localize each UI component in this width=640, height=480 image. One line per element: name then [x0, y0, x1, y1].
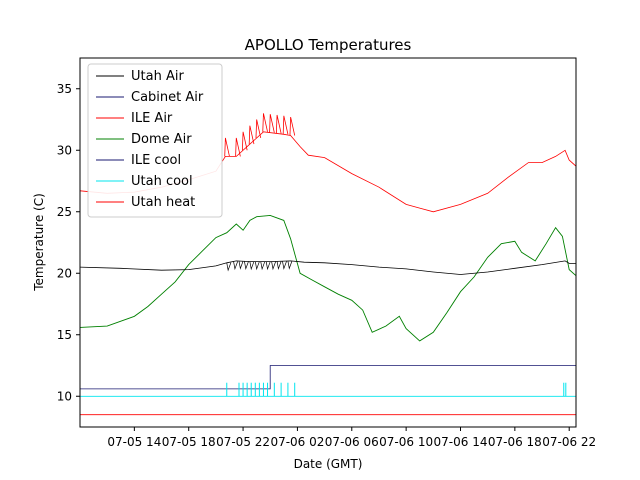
- y-tick-label: 35: [57, 82, 72, 96]
- utah-air-ripple: [282, 261, 287, 270]
- y-tick-label: 15: [57, 328, 72, 342]
- ile-air-spike: [224, 137, 230, 157]
- legend-label-utah-air: Utah Air: [131, 69, 184, 84]
- utah-air-ripple: [287, 260, 293, 270]
- y-tick-label: 25: [57, 205, 72, 219]
- x-tick-label: 07-05 22: [216, 435, 270, 449]
- utah-air-ripple: [249, 261, 255, 271]
- axes-frame: [79, 57, 577, 428]
- series-line-ile-cool: [80, 365, 576, 390]
- ile-air-spike: [275, 114, 282, 134]
- series-line-utah-air: [80, 260, 576, 275]
- utah-air-ripple: [254, 261, 260, 271]
- ile-air-spike: [289, 116, 296, 136]
- legend-label-utah-heat: Utah heat: [131, 195, 195, 210]
- utah-air-ripple: [265, 261, 271, 271]
- utah-air-ripple: [244, 261, 249, 271]
- series-line-dome-air: [80, 214, 576, 342]
- legend-label-ile-cool: ILE cool: [131, 153, 181, 168]
- x-tick-label: 07-06 02: [270, 435, 324, 449]
- chart-title: APOLLO Temperatures: [245, 36, 412, 54]
- legend-label-cabinet-air: Cabinet Air: [131, 90, 204, 105]
- utah-air-ripple: [233, 261, 238, 271]
- x-tick-label: 07-05 18: [162, 435, 216, 449]
- y-tick-label: 30: [57, 143, 72, 157]
- x-tick-label: 07-05 14: [107, 435, 161, 449]
- legend-box: [87, 63, 223, 218]
- x-tick-label: 07-06 22: [542, 435, 596, 449]
- legend: Utah Air Cabinet Air ILE Air Dome Air ILE co…: [87, 63, 223, 218]
- utah-air-ripple: [271, 261, 277, 271]
- legend-label-utah-cool: Utah cool: [131, 174, 193, 189]
- ile-air-spike: [282, 115, 289, 135]
- x-tick-label: 07-06 10: [379, 435, 433, 449]
- y-tick-label: 10: [57, 389, 72, 403]
- utah-air-ripple: [226, 262, 232, 272]
- utah-air-ripple: [276, 261, 282, 271]
- ile-air-spike: [241, 131, 248, 151]
- y-tick-label: 20: [57, 266, 72, 280]
- legend-label-dome-air: Dome Air: [131, 132, 192, 147]
- utah-air-ripple: [260, 261, 266, 271]
- x-axis-label: Date (GMT): [294, 457, 363, 471]
- x-tick-label: 07-06 14: [434, 435, 488, 449]
- ile-air-spike: [248, 125, 255, 145]
- x-tick-label: 07-06 06: [325, 435, 379, 449]
- ile-air-spike: [269, 114, 275, 133]
- legend-label-ile-air: ILE Air: [131, 111, 173, 126]
- ile-air-spike: [262, 113, 268, 132]
- utah-air-ripple: [238, 260, 244, 270]
- ile-air-spike: [255, 119, 262, 139]
- ile-air-spike: [235, 137, 241, 157]
- x-tick-label: 07-06 18: [488, 435, 542, 449]
- y-axis-label: Temperature (C): [32, 193, 46, 292]
